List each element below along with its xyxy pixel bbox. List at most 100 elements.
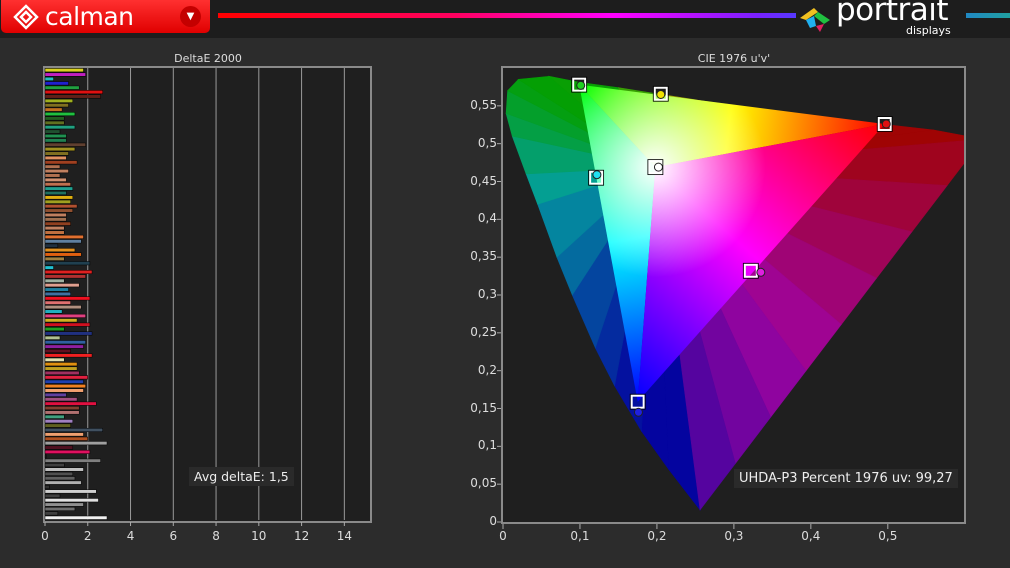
deltae-bar [44,142,86,147]
deltae-bar [44,467,84,472]
brand-sub: displays [906,24,951,37]
deltae-bar [44,98,74,103]
x-tick-label: 12 [293,529,310,543]
deltae-bar [44,191,67,196]
target-green-marker [572,77,587,92]
deltae-bar [44,261,91,266]
calman-logo-icon [13,3,39,30]
deltae-bar [44,305,82,310]
spectral-locus [505,75,964,511]
deltae-bar [44,436,89,441]
y-tick-label: 0,5 [477,135,497,150]
deltae-bar [44,309,63,314]
deltae-bar [44,195,74,200]
deltae-bar [44,327,65,332]
deltae-bar [44,94,101,99]
deltae-bar [44,318,78,323]
calman-menu-button[interactable]: calman ▼ [1,0,210,33]
deltae-bar [44,265,54,270]
deltae-bar [44,270,93,275]
brand-name: portrait [836,0,949,28]
deltae-bar [44,410,80,415]
deltae-bar [44,366,78,371]
y-tick-label: 0,45 [470,173,497,188]
x-tick-label: 0,5 [878,529,898,543]
deltae-bar [44,340,86,345]
target-outline [652,85,669,102]
deltae-bar [44,116,65,121]
gamut-coverage-label: UHDA-P3 Percent 1976 uv: 99,27 [734,469,958,488]
deltae-bar [44,489,97,494]
chevron-down-icon[interactable]: ▼ [180,6,201,27]
deltae-bar [44,379,84,384]
measured-red-point [881,119,891,129]
deltae-bar [44,291,71,296]
deltae-bar [44,155,67,160]
x-tick-label: 4 [126,529,135,543]
deltae-bar [44,511,59,516]
y-tick-label: 0,2 [477,362,497,377]
deltae-bar [44,458,101,463]
measured-blue-point [633,407,643,417]
deltae-bar [44,212,67,217]
x-tick-label: 0,4 [801,529,821,543]
deltae-bar [44,199,71,204]
target-outline [571,76,588,93]
deltae-bar [44,335,61,340]
x-tick-label: 8 [212,529,220,543]
deltae-bar [44,506,76,511]
deltae-bar [44,138,67,143]
deltae-bar [44,90,103,95]
deltae-bar [44,353,93,358]
deltae-plot-area [43,66,372,523]
deltae-bar [44,107,63,112]
deltae-bar [44,414,65,419]
x-tick-label: 0,1 [570,529,590,543]
x-tick-label: 2 [83,529,92,543]
x-tick-label: 14 [336,529,352,543]
deltae-bar [44,274,86,279]
deltae-bar [44,160,78,165]
deltae-bar [44,204,78,209]
deltae-bar [44,384,86,389]
deltae-bar [44,331,93,336]
target-outline [876,116,893,132]
deltae-bar [44,81,69,86]
deltae-bar [44,256,65,261]
deltae-bar [44,243,59,248]
deltae-bar [44,182,71,187]
deltae-bar [44,476,76,481]
measured-magenta-point [756,267,766,277]
x-tick-label: 0,2 [647,529,667,543]
deltae-bar [44,76,54,81]
measured-yellow-point [656,89,666,99]
app-name: calman [45,2,134,31]
deltae-bar [44,463,65,468]
target-yellow-marker [653,86,668,101]
deltae-bar [44,423,71,428]
deltae-bar [44,322,91,327]
target-blue-marker [630,394,645,409]
deltae-bar [44,445,74,450]
deltae-bar [44,72,86,77]
x-tick-label: 10 [251,529,267,543]
deltae-bar [44,248,76,253]
deltae-bar [44,186,74,191]
measured-green-point [576,80,586,90]
top-bar: calman ▼ portrait displays [0,0,1010,38]
deltae-bar [44,388,84,393]
deltae-bar [44,120,65,125]
deltae-bar [44,296,91,301]
y-tick-label: 0,4 [477,211,497,226]
deltae-bar [44,493,61,498]
deltae-bar [44,449,91,454]
deltae-bar [44,370,80,375]
y-tick-label: 0,55 [470,97,497,112]
x-tick-label: 6 [169,529,178,543]
deltae-bar [44,397,78,402]
x-tick-label: 0,3 [724,529,744,543]
deltae-bar [44,432,84,437]
deltae-bar [44,349,71,353]
